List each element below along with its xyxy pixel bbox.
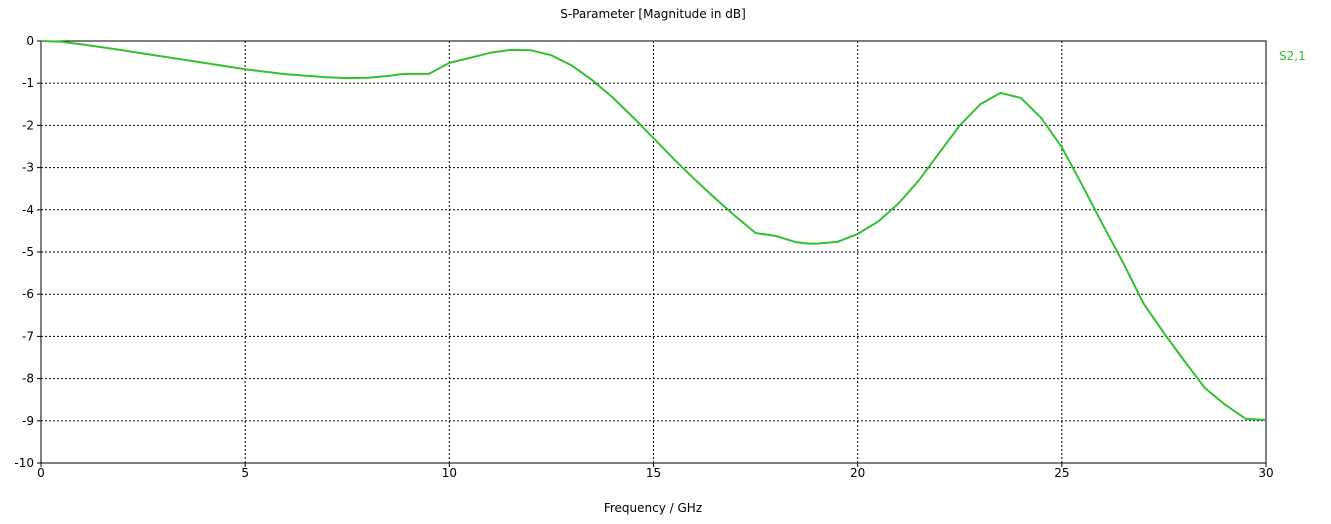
y-tick-label: -2	[22, 118, 34, 132]
y-tick-label: -1	[22, 76, 34, 90]
y-tick-label: -8	[22, 372, 34, 386]
y-tick-label: -6	[22, 287, 34, 301]
y-tick-label: -7	[22, 329, 34, 343]
y-tick-label: -5	[22, 245, 34, 259]
x-tick-label: 15	[646, 466, 661, 480]
x-tick-label: 25	[1054, 466, 1069, 480]
chart-title: S-Parameter [Magnitude in dB]	[560, 7, 746, 21]
y-tick-label: -4	[22, 203, 34, 217]
legend: S2,1	[1279, 49, 1306, 63]
legend-entry-s21: S2,1	[1279, 49, 1306, 63]
x-tick-label: 0	[37, 466, 45, 480]
grid-lines	[41, 41, 1266, 463]
series-line-s21	[40, 40, 1267, 421]
plot-axes	[37, 40, 1267, 467]
x-axis-label: Frequency / GHz	[604, 501, 702, 515]
x-tick-label: 20	[850, 466, 865, 480]
x-tick-label: 5	[241, 466, 249, 480]
y-tick-label: -10	[14, 456, 34, 470]
y-tick-label: -3	[22, 161, 34, 175]
y-tick-label: 0	[26, 34, 34, 48]
tick-labels: 0 5 10 15 20 25 30 0 -1 -2 -3 -4 -5 -6 -7 -8 -9 -10	[14, 34, 1273, 480]
y-tick-label: -9	[22, 414, 34, 428]
x-tick-label: 10	[442, 466, 457, 480]
x-tick-label: 30	[1258, 466, 1273, 480]
series-lines	[40, 40, 1267, 421]
